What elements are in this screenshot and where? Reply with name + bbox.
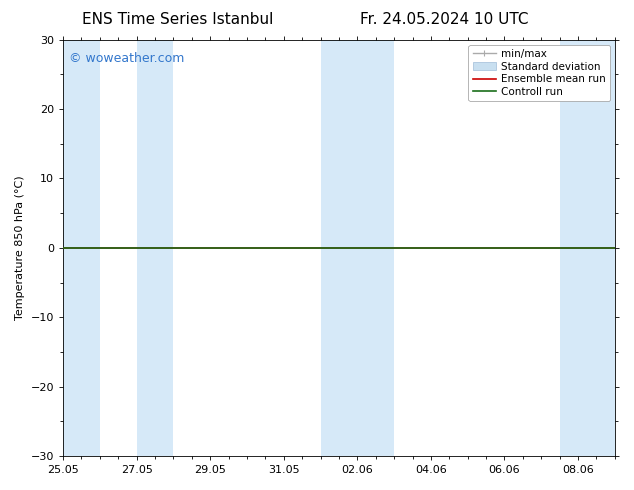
Bar — [321, 40, 394, 456]
Legend: min/max, Standard deviation, Ensemble mean run, Controll run: min/max, Standard deviation, Ensemble me… — [469, 45, 610, 101]
Y-axis label: Temperature 850 hPa (°C): Temperature 850 hPa (°C) — [15, 175, 25, 320]
Bar — [137, 40, 174, 456]
Text: ENS Time Series Istanbul: ENS Time Series Istanbul — [82, 12, 273, 27]
Bar — [560, 40, 615, 456]
Bar — [63, 40, 100, 456]
Text: © woweather.com: © woweather.com — [68, 52, 184, 65]
Text: Fr. 24.05.2024 10 UTC: Fr. 24.05.2024 10 UTC — [359, 12, 528, 27]
